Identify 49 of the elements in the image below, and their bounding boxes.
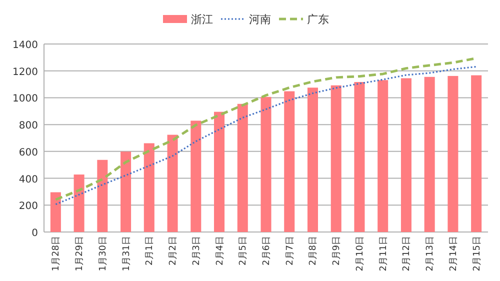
bar [424, 76, 435, 232]
x-tick-label: 2月9日 [332, 236, 342, 266]
bar [307, 88, 318, 232]
bar [284, 91, 295, 232]
x-tick-label: 2月3日 [192, 236, 202, 266]
x-tick-label: 2月12日 [402, 236, 412, 272]
bar [97, 160, 108, 232]
x-tick-label: 2月1日 [145, 236, 156, 266]
bar [214, 112, 225, 232]
x-tick-label: 2月6日 [262, 236, 272, 266]
bar [400, 78, 412, 232]
x-tick-label: 2月10日 [355, 236, 366, 272]
bar [167, 134, 178, 232]
bar [144, 143, 154, 232]
x-tick-label: 2月13日 [426, 236, 436, 272]
y-tick-label: 200 [18, 201, 38, 212]
x-tick-label: 2月7日 [285, 236, 296, 266]
y-tick-label: 800 [18, 120, 38, 132]
x-tick-label: 2月15日 [472, 236, 482, 272]
y-tick-label: 0 [32, 228, 38, 239]
x-tick-label: 2月2日 [168, 236, 179, 266]
y-tick-label: 600 [18, 147, 38, 158]
bar [237, 104, 248, 232]
bar [120, 152, 132, 232]
bar [190, 120, 202, 232]
x-tick-label: 1月30日 [98, 236, 108, 272]
bar [471, 75, 482, 232]
bar [74, 174, 84, 232]
x-tick-label: 1月28日 [52, 236, 62, 272]
y-tick-label: 1000 [12, 94, 38, 105]
legend-label: 广东 [307, 13, 329, 26]
y-tick-label: 1200 [12, 66, 38, 78]
bar [330, 85, 342, 232]
y-tick-label: 1400 [12, 40, 38, 51]
x-tick-label: 2月14日 [448, 236, 459, 272]
legend-label: 浙江 [191, 13, 213, 26]
x-tick-label: 2月8日 [308, 236, 319, 266]
x-tick-label: 1月29日 [75, 236, 86, 272]
bar [354, 82, 365, 232]
x-tick-label: 1月31日 [122, 236, 132, 272]
bar [448, 76, 458, 232]
y-tick-label: 400 [18, 174, 38, 186]
bar [260, 96, 272, 232]
legend-label: 河南 [249, 13, 271, 26]
bar [50, 192, 61, 232]
x-tick-label: 2月5日 [238, 236, 249, 266]
x-tick-label: 2月11日 [378, 236, 389, 272]
x-tick-label: 2月4日 [215, 236, 226, 266]
bar [378, 80, 388, 232]
